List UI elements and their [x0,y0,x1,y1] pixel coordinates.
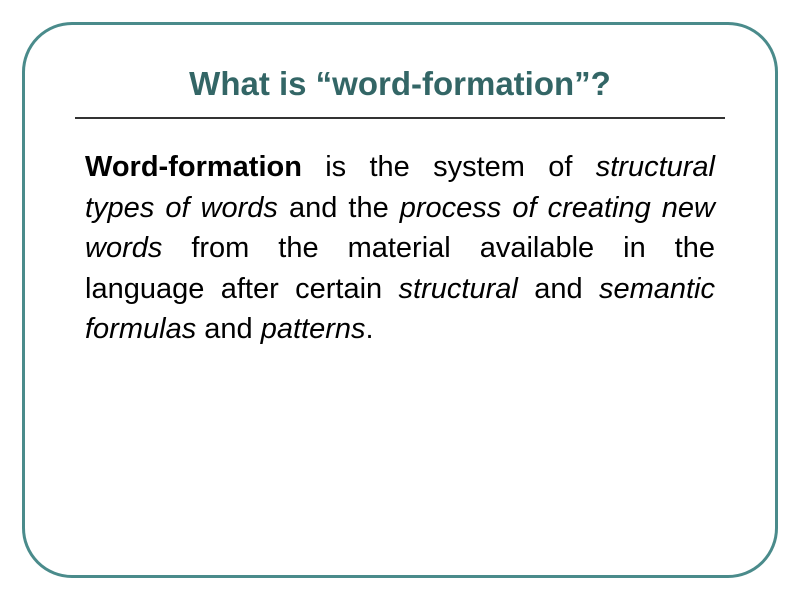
slide-frame: What is “word-formation”? Word-formation… [22,22,778,578]
definition-term: Word-formation [85,151,302,183]
text-segment: . [366,313,374,345]
italic-phrase: structural [399,273,518,305]
slide-title: What is “word-formation”? [75,65,725,119]
italic-phrase: patterns [261,313,366,345]
text-segment: and [196,313,261,345]
slide-body: Word-formation is the system of structur… [75,147,725,350]
text-segment: and the [278,192,400,224]
text-segment: and [518,273,599,305]
text-segment: is the system of [302,151,596,183]
